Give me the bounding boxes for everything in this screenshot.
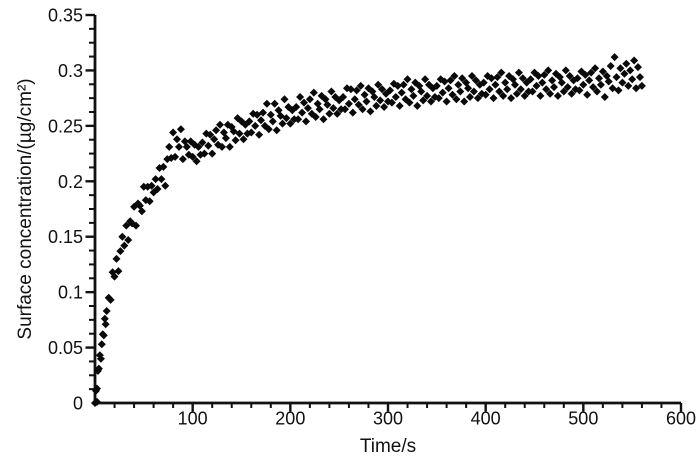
y-axis-ticks xyxy=(85,13,95,391)
x-tick-label: 100 xyxy=(178,409,208,429)
x-tick-label: 300 xyxy=(373,409,403,429)
axes xyxy=(85,13,683,412)
y-tick-label: 0.05 xyxy=(48,338,83,358)
x-axis-ticks xyxy=(113,403,683,412)
y-tick-label: 0.25 xyxy=(48,116,83,136)
x-tick-labels: 100 200 300 400 500 600 xyxy=(178,409,696,429)
y-tick-label: 0.35 xyxy=(48,6,83,26)
y-tick-label: 0.3 xyxy=(58,61,83,81)
x-tick-label: 200 xyxy=(275,409,305,429)
x-tick-label: 500 xyxy=(568,409,598,429)
y-axis-title: Surface concentration/(µg/cm²) xyxy=(15,78,36,339)
y-tick-labels: 0 0.05 0.1 0.15 0.2 0.25 0.3 0.35 xyxy=(48,6,83,414)
x-axis-title: Time/s xyxy=(360,436,416,457)
y-tick-label: 0.15 xyxy=(48,227,83,247)
x-tick-label: 600 xyxy=(666,409,696,429)
y-tick-label: 0.1 xyxy=(58,283,83,303)
scatter-points xyxy=(91,53,646,407)
x-tick-label: 400 xyxy=(471,409,501,429)
y-tick-label: 0.2 xyxy=(58,172,83,192)
y-tick-label: 0 xyxy=(73,394,83,414)
